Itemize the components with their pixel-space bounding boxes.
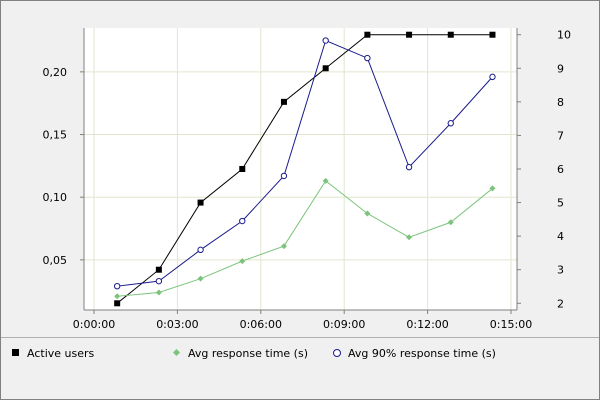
data-point-circle xyxy=(322,37,329,44)
legend-label: Avg response time (s) xyxy=(188,346,308,360)
data-point-square xyxy=(447,31,454,38)
legend: Active users Avg response time (s) Avg 9… xyxy=(1,337,599,400)
data-point-diamond xyxy=(489,185,496,192)
x-tick-label: 0:06:00 xyxy=(240,318,282,331)
data-point-circle xyxy=(405,163,413,171)
legend-item-avg-90-response-time: Avg 90% response time (s) xyxy=(332,346,496,360)
data-point-diamond xyxy=(364,210,371,217)
data-point-circle xyxy=(239,217,246,225)
grid xyxy=(84,28,517,310)
y-right-tick-label: 4 xyxy=(557,230,564,243)
data-point-diamond xyxy=(114,293,121,300)
series-line-2 xyxy=(117,39,493,287)
circle-marker-icon xyxy=(332,348,342,358)
data-point-square xyxy=(197,199,204,206)
data-point-circle xyxy=(364,54,371,62)
diamond-marker-icon xyxy=(172,348,182,358)
legend-item-avg-response-time: Avg response time (s) xyxy=(172,346,308,360)
series-line-1 xyxy=(117,180,493,297)
y-right-tick-label: 8 xyxy=(557,96,564,109)
data-point-diamond xyxy=(280,243,287,250)
data-point-square xyxy=(239,166,246,172)
data-point-diamond xyxy=(406,234,413,241)
y-right-tick-label: 6 xyxy=(557,163,564,176)
legend-item-active-users: Active users xyxy=(11,346,94,360)
x-tick-label: 0:00:00 xyxy=(73,318,115,331)
data-point-square xyxy=(155,266,162,273)
data-point-square xyxy=(489,31,496,38)
y-right-tick-label: 9 xyxy=(557,62,564,75)
line-chart: 0,05 0,10 0,15 0,20 2 3 4 5 6 7 8 9 10 0:00:00 0:03:00… xyxy=(43,28,571,331)
data-point-diamond xyxy=(239,258,246,265)
data-point-diamond xyxy=(447,219,454,226)
square-marker-icon xyxy=(11,348,21,358)
data-point-square xyxy=(322,65,329,72)
y-right-tick-label: 10 xyxy=(557,29,571,42)
x-tick-label: 0:03:00 xyxy=(156,318,198,331)
data-point-square xyxy=(364,31,371,38)
data-point-circle xyxy=(113,282,121,290)
y-right-tick-label: 2 xyxy=(557,297,564,310)
data-point-circle xyxy=(280,172,288,180)
plot-background xyxy=(84,28,517,310)
y-left-tick-label: 0,15 xyxy=(43,129,68,142)
x-tick-label: 0:15:00 xyxy=(490,318,532,331)
series-line-0 xyxy=(116,34,493,304)
y-right-tick-label: 5 xyxy=(557,197,564,210)
y-left-tick-label: 0,20 xyxy=(43,66,68,79)
legend-label: Avg 90% response time (s) xyxy=(348,346,496,360)
legend-label: Active users xyxy=(27,346,95,360)
data-point-circle xyxy=(447,120,454,127)
series-area xyxy=(113,31,496,307)
y-right-tick-label: 3 xyxy=(557,264,564,277)
data-point-square xyxy=(406,31,413,38)
y-right-tick-label: 7 xyxy=(557,129,564,142)
axes: 0,05 0,10 0,15 0,20 2 3 4 5 6 7 8 9 10 0:00:00 0:03:00… xyxy=(43,28,571,331)
y-left-tick-label: 0,10 xyxy=(43,191,68,204)
data-point-circle xyxy=(197,246,204,254)
data-point-diamond xyxy=(197,275,204,282)
x-tick-label: 0:09:00 xyxy=(323,318,365,331)
data-point-diamond xyxy=(322,177,329,184)
data-point-square xyxy=(280,98,287,105)
data-point-square xyxy=(114,300,121,307)
data-point-circle xyxy=(155,277,163,285)
x-tick-label: 0:12:00 xyxy=(406,318,448,331)
data-point-circle xyxy=(489,73,496,81)
data-point-diamond xyxy=(155,289,162,296)
y-left-tick-label: 0,05 xyxy=(43,254,68,267)
